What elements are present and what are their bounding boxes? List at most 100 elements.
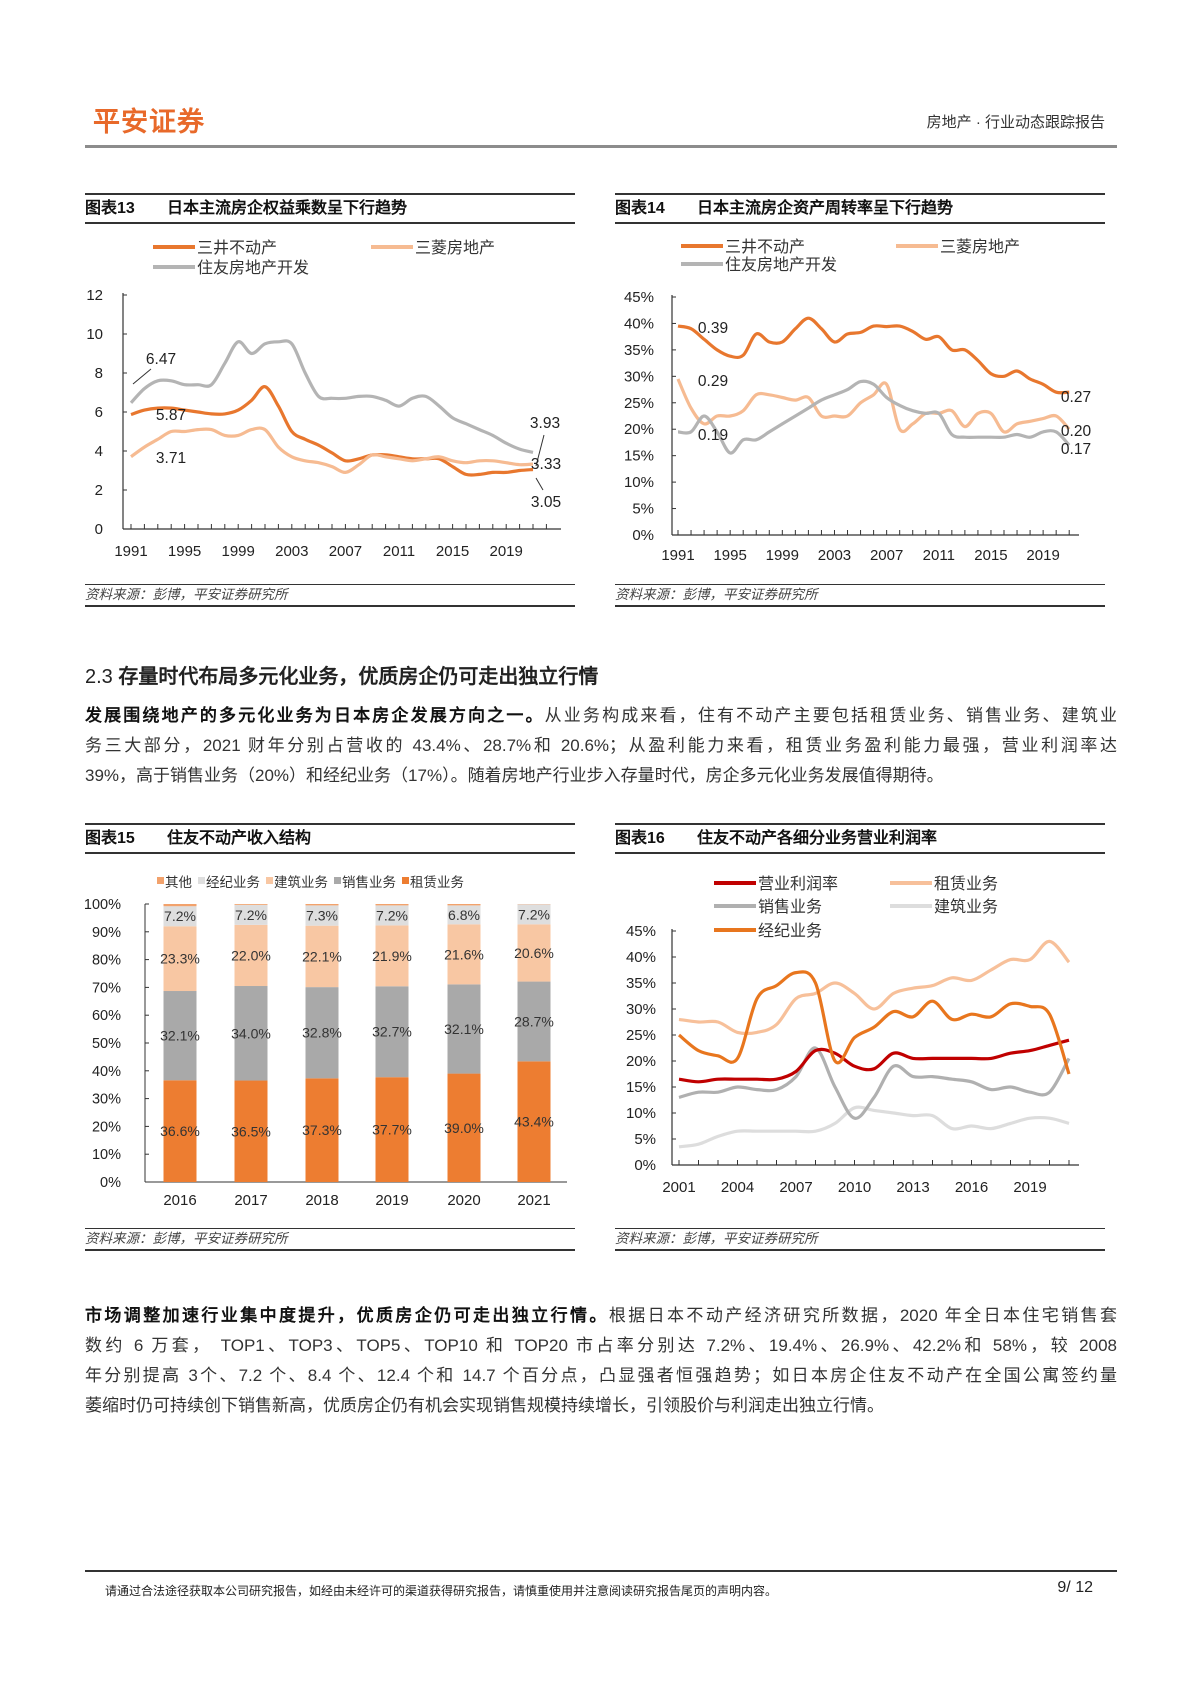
bar-label: 34.0% [231, 1025, 271, 1041]
bar-label: 32.7% [372, 1024, 412, 1040]
y-tick-label: 40% [624, 315, 654, 332]
figure-number: 图表14 [615, 200, 665, 217]
paragraph-1: 发展围绕地产的多元化业务为日本房企发展方向之一。从业务构成来看，住有不动产主要包… [85, 701, 1117, 791]
x-tick-label: 2016 [163, 1192, 196, 1209]
legend-swatch [198, 877, 205, 884]
legend-label: 经纪业务 [758, 922, 822, 940]
y-tick-label: 45% [626, 923, 656, 940]
bar-segment [234, 1080, 268, 1182]
bar-segment [517, 981, 551, 1062]
bar-label: 7.2% [518, 906, 550, 922]
series-line-3 [677, 379, 1071, 455]
x-tick-label: 2019 [375, 1192, 408, 1209]
x-tick-label: 2003 [818, 547, 851, 564]
legend-label: 经纪业务 [206, 875, 260, 890]
legend-label: 三菱房地产 [415, 239, 495, 257]
bar-label: 22.0% [231, 947, 271, 963]
bar-label: 37.7% [372, 1122, 412, 1138]
series-line-1 [678, 1038, 1070, 1084]
bar-segment [375, 905, 409, 926]
figure-title-text: 住友不动产各细分业务营业利润率 [697, 830, 938, 847]
bar-label: 20.6% [514, 945, 554, 961]
series-line-3 [129, 339, 534, 454]
bar-segment [234, 904, 268, 925]
bar-label: 6.8% [448, 907, 480, 923]
bar-label: 32.1% [444, 1021, 484, 1037]
paragraph-lead: 市场调整加速行业集中度提升，优质房企仍可走出独立行情。 [85, 1306, 609, 1325]
paragraph-lead: 发展围绕地产的多元化业务为日本房企发展方向之一。 [85, 706, 545, 725]
header-divider [85, 145, 1117, 148]
y-tick-label: 100% [84, 897, 121, 913]
annotation-leader [535, 434, 545, 467]
y-tick-label: 12 [86, 287, 103, 304]
bar-label: 36.5% [231, 1123, 271, 1139]
data-label: 5.87 [156, 407, 186, 424]
data-label: 0.29 [698, 373, 728, 390]
figure-source: 资料来源：彭博，平安证券研究所 [615, 1228, 1105, 1251]
bar-segment [234, 924, 268, 987]
x-tick-label: 2017 [234, 1192, 267, 1209]
bar-label: 43.4% [514, 1114, 554, 1130]
data-label: 0.27 [1061, 389, 1091, 406]
x-tick-label: 2020 [447, 1192, 480, 1209]
bar-label: 36.6% [160, 1123, 200, 1139]
bar-segment [305, 987, 339, 1079]
y-tick-label: 8 [95, 365, 103, 382]
paragraph-text: 数约 6 万套， TOP1、TOP3、TOP5、TOP10 和 TOP20 市占… [85, 1336, 1117, 1355]
series-line-2 [678, 939, 1071, 1036]
y-tick-label: 25% [626, 1027, 656, 1044]
x-tick-label: 2007 [779, 1179, 812, 1196]
legend-label: 三井不动产 [725, 238, 805, 256]
legend-label: 销售业务 [342, 875, 396, 890]
legend-swatch [402, 877, 409, 884]
footer-divider [85, 1570, 1117, 1572]
figure-source: 资料来源：彭博，平安证券研究所 [615, 584, 1105, 607]
bar-segment [163, 991, 197, 1081]
x-tick-label: 2007 [329, 543, 362, 560]
bar-label: 32.1% [160, 1028, 200, 1044]
legend-label: 营业利润率 [758, 875, 838, 893]
y-tick-label: 10% [626, 1105, 656, 1122]
y-tick-label: 45% [624, 289, 654, 306]
x-tick-label: 2001 [662, 1179, 695, 1196]
y-tick-label: 10% [624, 474, 654, 491]
y-tick-label: 15% [624, 448, 654, 465]
paragraph-text: 年分别提高 3个、7.2 个、8.4 个、12.4 个和 14.7 个百分点，凸… [85, 1366, 1117, 1385]
bar-label: 23.3% [160, 951, 200, 967]
y-tick-label: 70% [92, 980, 121, 996]
bar-segment [447, 904, 481, 906]
y-tick-label: 35% [626, 975, 656, 992]
x-tick-label: 1999 [222, 543, 255, 560]
figure-source: 资料来源：彭博，平安证券研究所 [85, 584, 575, 607]
y-tick-label: 25% [624, 395, 654, 412]
bar-segment [447, 984, 481, 1074]
bar-label: 32.8% [302, 1025, 342, 1041]
series-line-3 [678, 1046, 1071, 1120]
section-heading: 2.3 存量时代布局多元化业务，优质房企仍可走出独立行情 [85, 660, 598, 689]
y-tick-label: 2 [95, 482, 103, 499]
annotation-leader [132, 368, 152, 385]
y-tick-label: 60% [92, 1008, 121, 1024]
x-tick-label: 2011 [923, 547, 955, 564]
legend-swatch [334, 877, 341, 884]
y-tick-label: 6 [95, 404, 103, 421]
paragraph-text: 务三大部分，2021 财年分别占营收的 43.4%、28.7%和 20.6%；从… [85, 736, 1117, 755]
data-label: 0.20 [1061, 423, 1092, 440]
x-tick-label: 2013 [896, 1179, 929, 1196]
bar-label: 21.6% [444, 946, 484, 962]
figure-13: 图表13 日本主流房企权益乘数呈下行趋势 三井不动产 三菱房地产 住友房地产开发 0 2 4… [85, 193, 575, 607]
y-tick-label: 0% [100, 1175, 121, 1191]
bar-label: 7.2% [235, 907, 267, 923]
figure-14: 图表14 日本主流房企资产周转率呈下行趋势 三井不动产 三菱房地产 住友房地产开发 0%… [615, 193, 1105, 607]
y-tick-label: 30% [92, 1092, 121, 1108]
x-tick-label: 2019 [1013, 1179, 1046, 1196]
legend-label: 建筑业务 [934, 898, 998, 916]
page-number: 9/ 12 [1057, 1579, 1093, 1596]
x-tick-label: 2004 [721, 1179, 754, 1196]
y-tick-label: 50% [92, 1036, 121, 1052]
section-title: 存量时代布局多元化业务，优质房企仍可走出独立行情 [118, 666, 599, 688]
x-tick-label: 2018 [305, 1192, 338, 1209]
figure-number: 图表15 [85, 830, 135, 847]
